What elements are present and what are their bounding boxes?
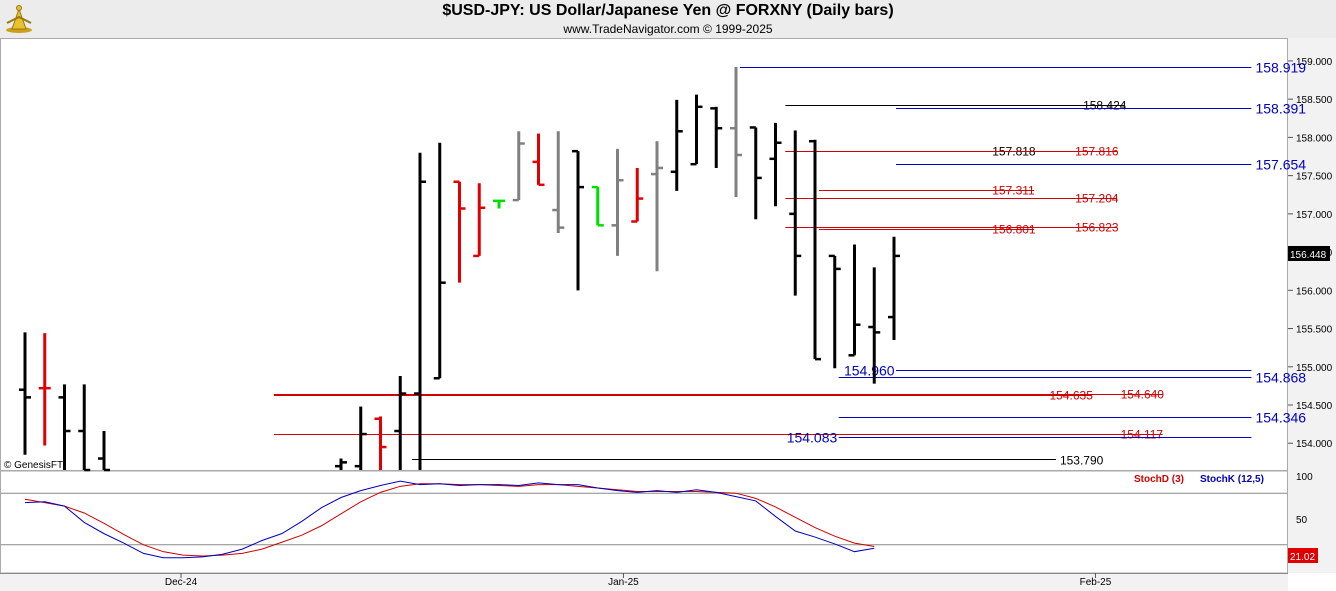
level-label: 157.311 bbox=[992, 184, 1035, 198]
price-bar bbox=[532, 133, 545, 187]
price-tick-label: 154.000 bbox=[1296, 439, 1333, 450]
price-bar bbox=[572, 149, 584, 291]
price-bar bbox=[433, 142, 446, 380]
price-bar bbox=[493, 199, 505, 209]
price-bar bbox=[453, 180, 466, 283]
stoch-last-label: 21.02 bbox=[1290, 552, 1315, 563]
level-label: 154.346 bbox=[1255, 410, 1306, 426]
price-bar bbox=[512, 131, 525, 202]
stoch-last-badge bbox=[1288, 548, 1318, 563]
y-axis bbox=[1288, 38, 1336, 573]
price-bar bbox=[591, 185, 604, 227]
stoch-k-legend: StochK (12,5) bbox=[1200, 474, 1264, 485]
price-bar bbox=[19, 332, 31, 455]
price-tick-label: 157.500 bbox=[1296, 172, 1333, 183]
price-tick-label: 159.000 bbox=[1296, 57, 1333, 68]
genesis-watermark: © GenesisFT bbox=[4, 460, 63, 471]
x-tick-label: Feb-25 bbox=[1080, 577, 1112, 588]
level-label: 156.801 bbox=[992, 223, 1036, 237]
price-bar bbox=[58, 384, 71, 470]
ohlc-chart: 159.000158.500158.000157.500157.000156.5… bbox=[0, 38, 1336, 591]
price-tick-label: 157.000 bbox=[1296, 210, 1333, 221]
price-bar bbox=[710, 106, 723, 168]
price-panel bbox=[0, 38, 1288, 471]
price-bar bbox=[789, 130, 802, 296]
last-price-badge bbox=[1288, 246, 1330, 261]
price-bar bbox=[888, 236, 900, 341]
level-label: 157.816 bbox=[1075, 145, 1119, 159]
price-bar bbox=[749, 126, 762, 220]
price-tick-label: 154.500 bbox=[1296, 401, 1333, 412]
price-bar bbox=[730, 67, 742, 198]
price-bar bbox=[848, 244, 861, 357]
price-tick-label: 158.000 bbox=[1296, 133, 1333, 144]
price-bar bbox=[335, 458, 347, 470]
stoch-tick-label: 100 bbox=[1296, 472, 1313, 483]
level-label: 154.640 bbox=[1121, 388, 1165, 402]
price-bar bbox=[552, 131, 565, 233]
level-label: 157.654 bbox=[1255, 157, 1306, 173]
x-tick-label: Dec-24 bbox=[165, 577, 198, 588]
price-bar bbox=[354, 406, 367, 470]
stoch-k-line bbox=[24, 480, 875, 559]
stoch-tick-label: 50 bbox=[1296, 515, 1308, 526]
price-bar bbox=[38, 333, 51, 446]
price-bar bbox=[651, 141, 663, 272]
price-bar bbox=[868, 267, 881, 384]
price-tick-label: 156.000 bbox=[1296, 286, 1333, 297]
x-tick-label: Jan-25 bbox=[608, 577, 639, 588]
stochastic-panel bbox=[0, 470, 1288, 574]
price-tick-label: 158.500 bbox=[1296, 95, 1333, 106]
price-bar bbox=[631, 167, 644, 223]
chart-title: $USD-JPY: US Dollar/Japanese Yen @ FORXN… bbox=[442, 2, 894, 19]
level-label: 154.635 bbox=[1050, 389, 1094, 403]
level-label: 158.424 bbox=[1083, 99, 1127, 113]
price-tick-label: 155.000 bbox=[1296, 363, 1333, 374]
price-bar bbox=[473, 183, 486, 258]
price-bar bbox=[78, 384, 91, 472]
chart-subtitle: www.TradeNavigator.com © 1999-2025 bbox=[563, 22, 773, 36]
level-label: 158.919 bbox=[1255, 60, 1306, 76]
trade-navigator-logo-icon bbox=[4, 3, 34, 35]
chart-header: $USD-JPY: US Dollar/Japanese Yen @ FORXN… bbox=[0, 0, 1336, 38]
price-bar bbox=[98, 431, 110, 472]
level-label: 154.868 bbox=[1255, 370, 1306, 386]
level-label: 158.391 bbox=[1255, 101, 1306, 117]
last-price-label: 156.448 bbox=[1290, 250, 1327, 261]
price-bar bbox=[394, 375, 407, 470]
level-label: 153.790 bbox=[1060, 454, 1104, 468]
level-label: 157.204 bbox=[1075, 192, 1119, 206]
price-tick-label: 155.500 bbox=[1296, 325, 1333, 336]
stoch-d-legend: StochD (3) bbox=[1134, 474, 1184, 485]
x-axis bbox=[0, 573, 1288, 591]
price-bar bbox=[690, 94, 703, 166]
price-bar bbox=[828, 254, 841, 369]
level-label: 154.117 bbox=[1121, 428, 1164, 442]
price-bar bbox=[769, 122, 782, 207]
price-bar bbox=[374, 416, 387, 470]
price-bar bbox=[809, 139, 821, 361]
price-bar bbox=[611, 148, 624, 256]
level-label: 154.083 bbox=[787, 430, 838, 446]
price-bar bbox=[414, 152, 426, 470]
level-label: 156.823 bbox=[1075, 221, 1119, 235]
level-label: 154.960 bbox=[844, 363, 895, 379]
price-bar bbox=[670, 99, 683, 191]
